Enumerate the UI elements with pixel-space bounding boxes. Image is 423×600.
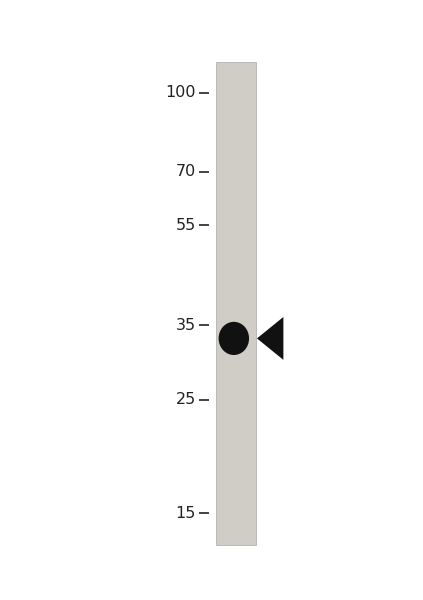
Text: 35: 35 bbox=[176, 318, 196, 333]
Polygon shape bbox=[257, 317, 283, 360]
Bar bbox=[216, 62, 256, 545]
Text: 100: 100 bbox=[165, 85, 196, 100]
Ellipse shape bbox=[219, 322, 249, 355]
Text: 25: 25 bbox=[176, 392, 196, 407]
Text: 15: 15 bbox=[176, 506, 196, 521]
Text: 55: 55 bbox=[176, 218, 196, 233]
Text: 70: 70 bbox=[176, 164, 196, 179]
